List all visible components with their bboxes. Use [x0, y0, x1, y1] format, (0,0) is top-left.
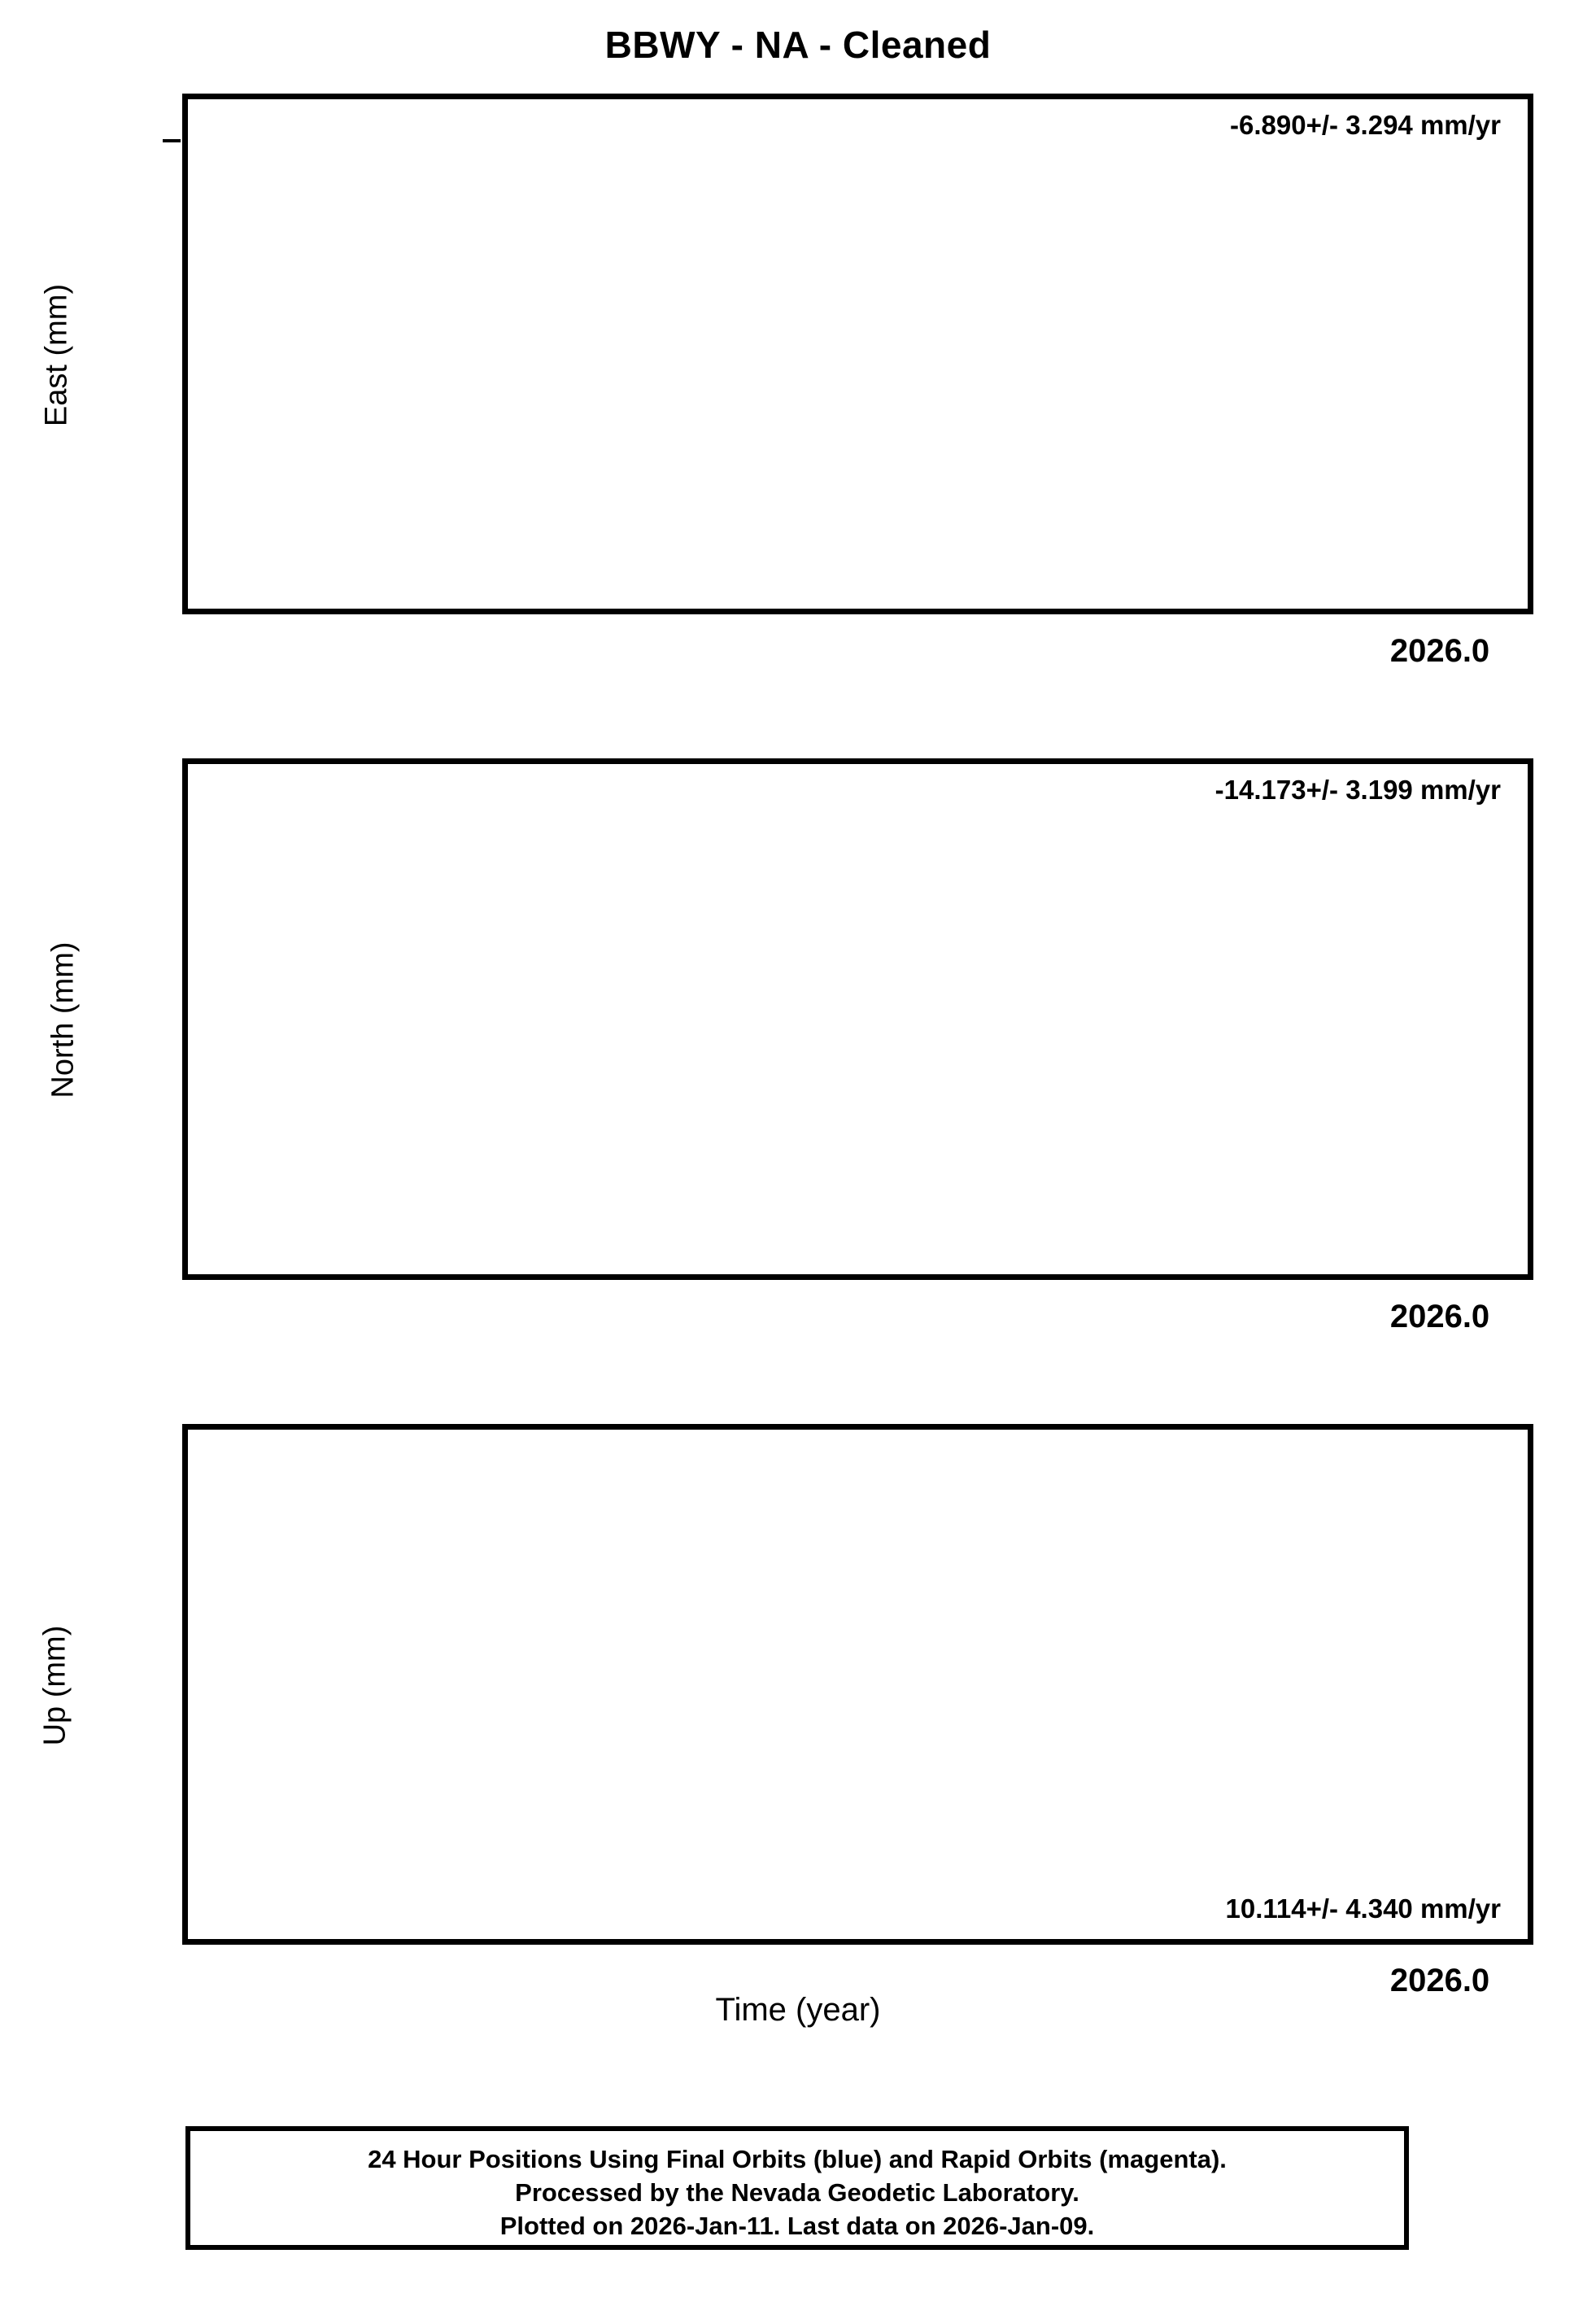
caption-line-1: 24 Hour Positions Using Final Orbits (bl…: [368, 2145, 1227, 2173]
panel-east-rate-label: -6.890+/- 3.294 mm/yr: [1230, 110, 1501, 140]
panel-up-xtick-label: 2026.0: [1389, 1963, 1490, 1998]
caption-line-3: Plotted on 2026-Jan-11. Last data on 202…: [499, 2212, 1095, 2240]
x-axis-title: Time (year): [715, 1992, 881, 2028]
page-title: BBWY - NA - Cleaned: [604, 24, 992, 66]
panel-east: [182, 94, 1533, 614]
panel-north-xtick-label: 2026.0: [1389, 1299, 1490, 1334]
panel-north-ylabel: North (mm): [46, 941, 81, 1098]
panel-north-frame: [182, 758, 1533, 1280]
panel-up: [182, 1424, 1533, 1945]
panel-up-ylabel: Up (mm): [37, 1625, 72, 1746]
caption-line-2: Processed by the Nevada Geodetic Laborat…: [515, 2178, 1079, 2207]
panel-east-frame: [182, 94, 1533, 614]
panel-up-frame: [182, 1424, 1533, 1945]
panel-up-rate-label: 10.114+/- 4.340 mm/yr: [1225, 1893, 1501, 1924]
caption-box: 24 Hour Positions Using Final Orbits (bl…: [185, 2126, 1409, 2250]
y-tick-mark: [163, 138, 181, 142]
panel-north-rate-label: -14.173+/- 3.199 mm/yr: [1214, 775, 1501, 805]
panel-north: [182, 758, 1533, 1280]
panel-east-ylabel: East (mm): [39, 283, 74, 427]
panel-east-xtick-label: 2026.0: [1389, 633, 1490, 669]
